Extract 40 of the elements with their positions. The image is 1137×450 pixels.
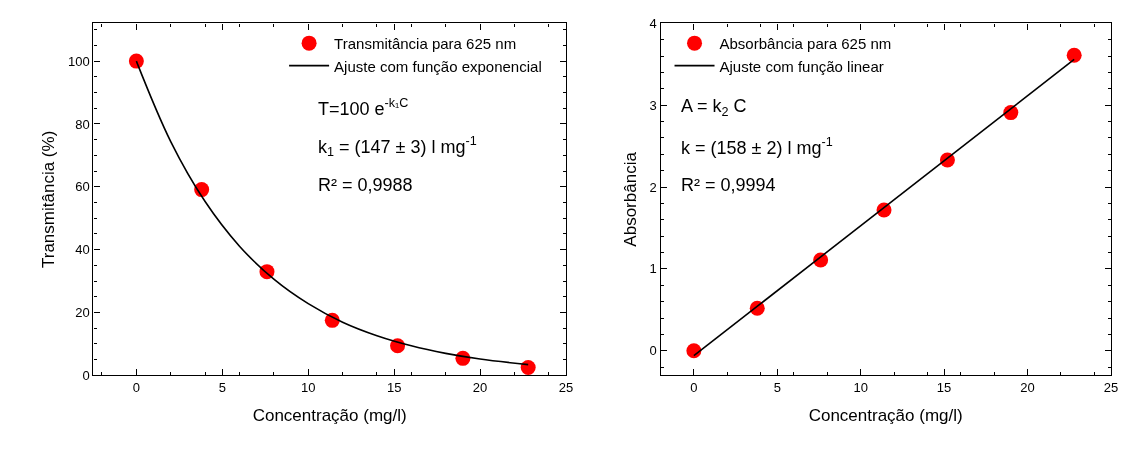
x-tick-label: 15 [936,380,952,396]
y-tick-label: 0 [82,367,90,383]
x-axis-title: Concentração (mg/l) [808,406,963,426]
x-tick-label: 0 [132,380,140,396]
x-tick-label: 0 [690,380,698,396]
legend-label: Ajuste com função linear [719,57,884,75]
y-tick-label: 2 [649,179,657,195]
annotation: A = k$_{2}$ C [681,96,747,119]
x-tick-label: 5 [773,380,781,396]
annotation: T=100 e$^{-k₁C}$ [318,96,409,119]
x-tick-label: 5 [218,380,226,396]
y-tick-label: 40 [75,242,90,258]
annotation: R² = 0,9988 [318,175,413,195]
point [520,359,536,375]
x-tick-label: 10 [300,380,316,396]
y-tick-label: 0 [649,343,657,359]
y-axis-title: Absorbância [621,151,641,247]
point [128,53,144,69]
y-tick-label: 3 [649,97,657,113]
x-tick-label: 25 [1103,380,1119,396]
x-axis-title: Concentração (mg/l) [252,406,407,426]
y-axis-title: Transmitância (%) [39,130,59,269]
legend-label: Ajuste com função exponencial [334,57,542,75]
y-tick-label: 80 [75,116,90,132]
annotation: k$_{1}$ = (147 ± 3) l mg$^{-1}$ [318,134,477,160]
y-tick-label: 60 [75,179,90,195]
y-tick-label: 20 [75,305,90,321]
legend-label: Absorbância para 625 nm [719,35,892,52]
x-tick-label: 15 [386,380,402,396]
y-tick-label: 1 [649,261,657,277]
y-tick-label: 4 [649,15,657,31]
x-tick-label: 10 [853,380,868,396]
x-tick-label: 20 [1020,380,1035,396]
point [1066,47,1082,63]
legend-label: Transmitância para 625 nm [334,35,517,52]
x-tick-label: 25 [558,380,574,396]
annotation: R² = 0,9994 [681,175,776,195]
x-tick-label: 20 [472,380,488,396]
annotation: k = (158 ± 2) l mg$^{-1}$ [681,135,833,158]
y-tick-label: 100 [67,53,90,69]
